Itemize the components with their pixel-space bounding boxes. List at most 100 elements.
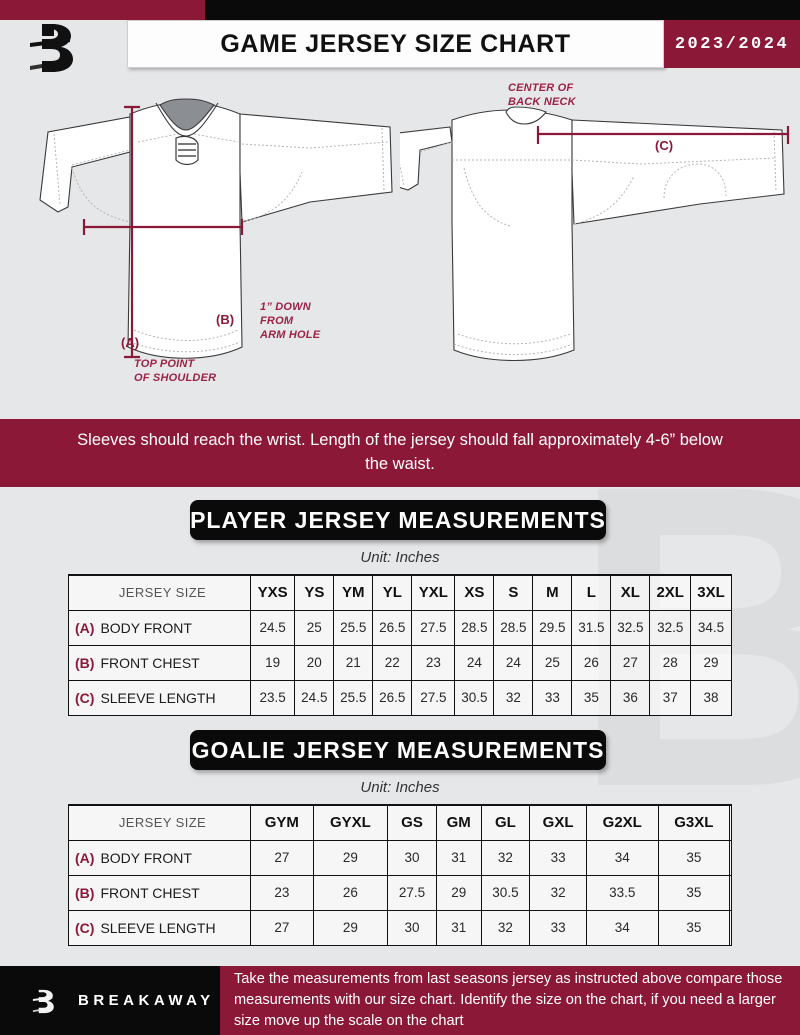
player-table-head: JERSEY SIZE YXS YS YM YL YXL XS S M L XL 2XL 3XL [68,574,732,611]
measurement-cell: 32 [493,679,534,716]
size-column-header-gxl: GXL [529,804,587,841]
table-row: (B) FRONT CHEST 23 26 27.5 29 30.5 32 33.5 35 [68,874,732,911]
measurement-cell: 32 [529,874,587,911]
jersey-size-corner-header: JERSEY SIZE [68,804,251,841]
measurement-cell: 33 [529,909,587,946]
front-jersey-illustration [39,98,393,359]
table-row: (B) FRONT CHEST 19 20 21 22 23 24 24 25 26 27 28 29 [68,644,732,681]
player-table-body: (A) BODY FRONT 24.5 25 25.5 26.5 27.5 28.5 28.5 2… [68,609,732,716]
size-column-header-ys: YS [294,574,335,611]
player-section-heading: PLAYER JERSEY MEASUREMENTS [190,500,606,540]
table-row: (A) BODY FRONT 27 29 30 31 32 33 34 35 [68,839,732,876]
size-column-header-m: M [532,574,573,611]
measurement-tag: (B) [75,654,95,671]
size-column-header-gyxl: GYXL [312,804,389,841]
measurement-cell: 27 [610,644,651,681]
goalie-table-body: (A) BODY FRONT 27 29 30 31 32 33 34 35 (B) FRONT CH… [68,839,732,946]
measurement-cell: 32 [480,839,531,876]
measurement-tag: (C) [75,919,95,936]
goalie-section-heading-text: GOALIE JERSEY MEASUREMENTS [191,736,605,763]
measurement-cell: 35 [657,839,731,876]
dim-b-note-line2: FROM [260,314,294,327]
measurement-cell: 25.5 [333,609,374,646]
size-column-header-xs: XS [454,574,495,611]
size-column-header-ym: YM [333,574,374,611]
size-column-header-gl: GL [480,804,531,841]
dim-b-note: 1” DOWN FROM ARM HOLE [260,301,320,342]
page-title-text: GAME JERSEY SIZE CHART [220,29,571,58]
measurement-cell: 32 [480,909,531,946]
measurement-cell: 27.5 [387,874,437,911]
measurement-cell: 28.5 [493,609,534,646]
table-row: (C) SLEEVE LENGTH 27 29 30 31 32 33 34 35 [68,909,732,946]
size-column-header-gym: GYM [250,804,314,841]
measurement-cell: 33.5 [585,874,659,911]
measurement-cell: 24 [454,644,495,681]
fit-note-band: Sleeves should reach the wrist. Length o… [0,419,800,487]
measurement-cell: 23.5 [249,679,296,716]
back-jersey-illustration [400,106,790,362]
jersey-size-corner-header: JERSEY SIZE [68,574,251,611]
measurement-row-label: (A) BODY FRONT [68,609,251,646]
measurement-cell: 31 [435,839,482,876]
measurement-cell: 25.5 [333,679,374,716]
measurement-tag: (A) [75,849,95,866]
player-table-header-row: JERSEY SIZE YXS YS YM YL YXL XS S M L XL 2XL 3XL [68,574,732,611]
jersey-diagram-area: (A) TOP POINT OF SHOULDER (B) 1” DOWN FR… [0,72,800,417]
measurement-cell: 35 [571,679,612,716]
dim-a-note-line2: OF SHOULDER [134,371,217,384]
footer-brand: BREAKAWAY [0,966,220,1035]
measurement-cell: 30 [387,909,437,946]
dim-c-note-line1: CENTER OF [508,82,574,94]
size-column-header-s: S [493,574,534,611]
measurement-cell: 29 [312,909,389,946]
measurement-cell: 34 [585,839,659,876]
measurement-tag: (A) [75,619,95,636]
goalie-section-heading: GOALIE JERSEY MEASUREMENTS [190,730,606,770]
measurement-cell [729,839,732,876]
measurement-cell: 30.5 [480,874,531,911]
measurement-cell: 27.5 [411,609,456,646]
size-column-header-3xl: 3XL [690,574,732,611]
goalie-unit-label: Unit: Inches [360,779,440,796]
measurement-cell: 25 [294,609,335,646]
size-column-header-empty [729,804,732,841]
size-column-header-gs: GS [387,804,437,841]
size-column-header-xl: XL [610,574,651,611]
measurement-cell: 30.5 [454,679,495,716]
measurement-cell: 26.5 [372,609,413,646]
footer-instructions-text: Take the measurements from last seasons … [234,971,783,1029]
table-row: (C) SLEEVE LENGTH 23.5 24.5 25.5 26.5 27.5 30.5… [68,679,732,716]
player-unit-label: Unit: Inches [360,549,440,566]
measurement-cell: 28.5 [454,609,495,646]
size-column-header-g3xl: G3XL [657,804,731,841]
measurement-cell: 21 [333,644,374,681]
top-strip-black [205,0,800,20]
measurement-cell: 35 [657,874,731,911]
measurement-cell: 37 [649,679,692,716]
measurement-cell: 22 [372,644,413,681]
dim-b-note-line3: ARM HOLE [260,328,321,341]
measurement-cell: 24.5 [294,679,335,716]
breakaway-b-logo-icon [30,24,73,72]
measurement-cell: 26.5 [372,679,413,716]
measurement-cell: 25 [532,644,573,681]
player-section-heading-text: PLAYER JERSEY MEASUREMENTS [190,506,606,533]
fit-note-text: Sleeves should reach the wrist. Length o… [77,431,723,473]
page-header: GAME JERSEY SIZE CHART 2023/2024 [0,20,800,72]
dim-c-note: CENTER OF BACK NECK [508,82,576,110]
measurement-tag: (C) [75,689,95,706]
measurement-row-label: (C) SLEEVE LENGTH [68,909,251,946]
dim-c-label: (C) [655,138,674,153]
page-title: GAME JERSEY SIZE CHART [127,20,664,68]
dim-a-note: TOP POINT OF SHOULDER [134,358,216,386]
size-column-header-yl: YL [372,574,413,611]
season-badge: 2023/2024 [664,20,800,68]
page-footer: BREAKAWAY Take the measurements from las… [0,966,800,1035]
size-column-header-yxl: YXL [411,574,456,611]
measurement-cell: 32.5 [649,609,692,646]
top-strip-maroon [0,0,205,20]
measurement-row-label: (B) FRONT CHEST [68,874,251,911]
measurement-row-label: (A) BODY FRONT [68,839,251,876]
measurement-cell: 33 [529,839,587,876]
